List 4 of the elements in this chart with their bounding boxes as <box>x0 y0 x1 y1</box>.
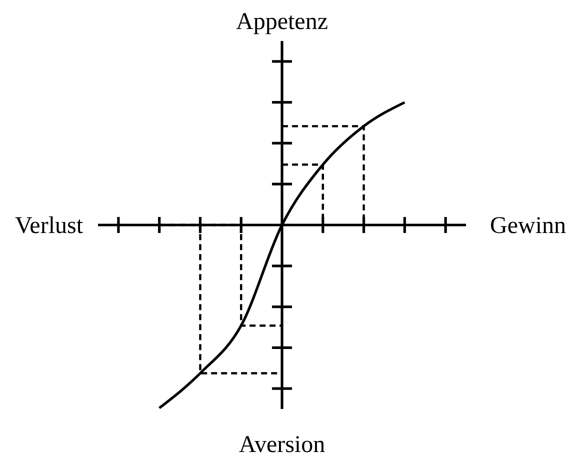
x-axis-title: Gewinn <box>490 213 566 239</box>
text: Verlust <box>15 213 84 239</box>
y-axis-title: Appetenz <box>236 9 328 35</box>
text: Aversion <box>238 432 326 458</box>
